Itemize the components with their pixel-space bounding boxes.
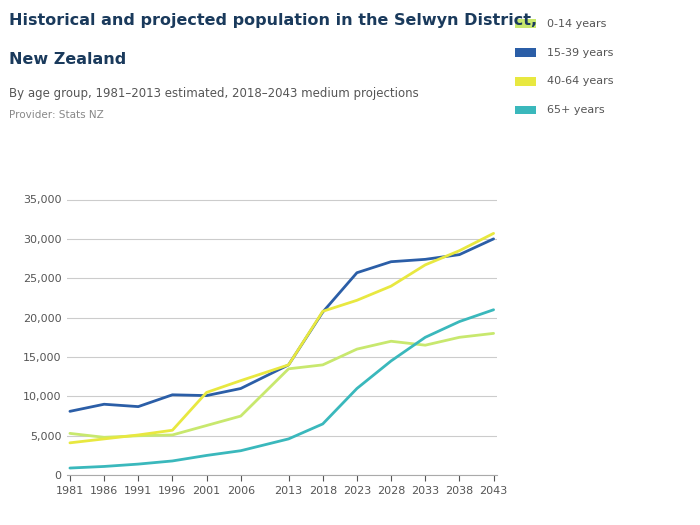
Text: 15-39 years: 15-39 years (547, 47, 614, 58)
Text: Historical and projected population in the Selwyn District,: Historical and projected population in t… (9, 13, 537, 28)
Text: New Zealand: New Zealand (9, 52, 126, 68)
Text: figure.nz: figure.nz (605, 22, 682, 36)
Text: Provider: Stats NZ: Provider: Stats NZ (9, 110, 104, 120)
Text: 40-64 years: 40-64 years (547, 76, 614, 87)
Text: 65+ years: 65+ years (547, 105, 605, 116)
Text: By age group, 1981–2013 estimated, 2018–2043 medium projections: By age group, 1981–2013 estimated, 2018–… (9, 87, 419, 100)
Text: 0-14 years: 0-14 years (547, 18, 607, 29)
